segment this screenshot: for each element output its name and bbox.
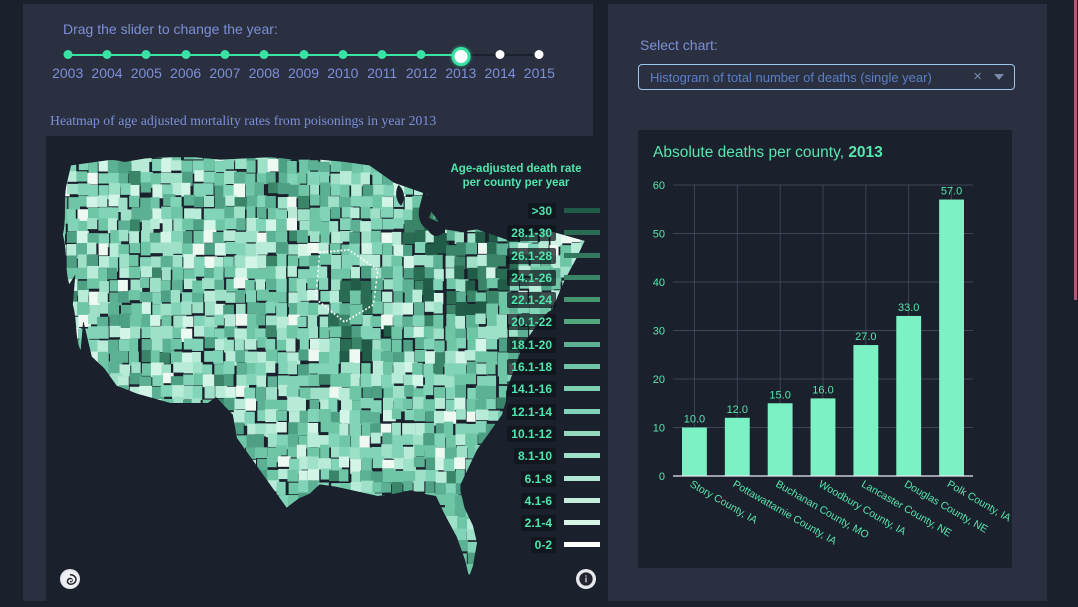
svg-text:50: 50: [653, 229, 665, 241]
svg-text:15.0: 15.0: [769, 389, 790, 401]
svg-text:60: 60: [653, 180, 665, 192]
svg-text:10: 10: [653, 423, 665, 435]
svg-text:33.0: 33.0: [898, 302, 919, 314]
svg-text:20: 20: [653, 374, 665, 386]
svg-text:0: 0: [659, 471, 665, 483]
svg-text:27.0: 27.0: [855, 331, 876, 343]
svg-text:30: 30: [653, 326, 665, 338]
svg-text:10.0: 10.0: [684, 414, 705, 426]
svg-text:16.0: 16.0: [812, 384, 833, 396]
svg-text:57.0: 57.0: [941, 186, 962, 198]
svg-text:12.0: 12.0: [727, 404, 748, 416]
svg-text:40: 40: [653, 277, 665, 289]
